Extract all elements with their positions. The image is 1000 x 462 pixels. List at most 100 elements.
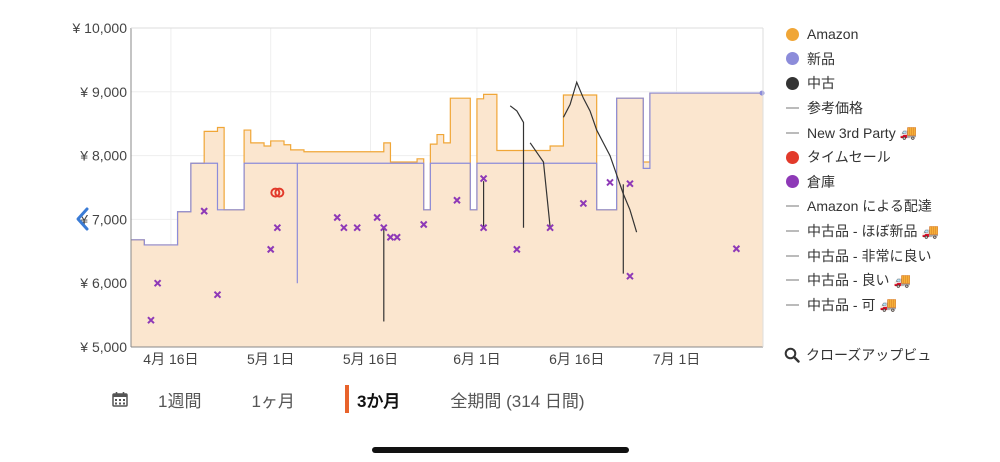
legend-dot-icon [786, 150, 799, 164]
chart-axes [130, 27, 764, 348]
y-tick-label: ¥ 6,000 [79, 275, 127, 291]
warehouse-point [546, 223, 554, 232]
legend-item[interactable]: タイムセール [784, 145, 984, 170]
amazon-area-fill [131, 93, 763, 348]
warehouse-point [273, 223, 282, 232]
x-tick-label: 4月 16日 [143, 351, 198, 367]
legend-dash-icon [786, 131, 799, 134]
warehouse-point [340, 223, 348, 232]
warehouse-point [373, 213, 381, 222]
legend-label: 参考価格 [807, 100, 863, 117]
x-tick-label: 5月 1日 [247, 351, 294, 367]
range-option[interactable]: 全期間 (314 日間) [450, 387, 584, 412]
range-option-label: 3か月 [356, 391, 401, 411]
y-tick-label: ¥ 5,000 [79, 339, 127, 355]
y-tick-label: ¥ 7,000 [79, 211, 127, 227]
used-price-line [529, 142, 551, 228]
range-option[interactable]: 3か月 [344, 385, 401, 413]
legend-label: 新品 [807, 50, 835, 67]
legend-dash-icon [786, 279, 799, 282]
legend-label: 中古 [807, 75, 835, 92]
active-range-marker [344, 385, 349, 413]
closeup-view-toggle[interactable]: クローズアップビュ [784, 345, 944, 365]
closeup-view-label: クローズアップビュ [806, 347, 932, 363]
chevron-left-icon [76, 207, 89, 231]
warehouse-point [153, 279, 162, 287]
warehouse-point [479, 223, 488, 232]
legend-item[interactable]: 中古 [784, 71, 984, 96]
amazon-area [131, 93, 763, 348]
legend-label: 中古品 - 良い [807, 272, 890, 289]
warehouse-point [513, 245, 521, 254]
calendar-icon [112, 392, 128, 407]
range-selector: 1週間 1ヶ月 3か月 全期間 (314 日間) [112, 384, 635, 414]
new-price-line [131, 92, 763, 284]
warehouse-point [732, 245, 741, 253]
y-tick-label: ¥ 8,000 [79, 148, 127, 164]
warehouse-point [266, 245, 275, 254]
x-tick-label: 5月 16日 [343, 351, 398, 367]
tick-labels: ¥ 5,000 ¥ 6,000 ¥ 7,000 ¥ 8,000 ¥ 9,000 ¥ 10,… [72, 20, 701, 367]
truck-icon: 🚚 [893, 271, 911, 288]
legend-item[interactable]: 倉庫 [784, 170, 984, 195]
chart-legend: Amazon 新品 中古 参考価格 New 3rd Party 🚚 タイムセール 倉庫 Amaz… [784, 22, 984, 317]
warehouse-point [479, 174, 488, 183]
range-option[interactable]: 1ヶ月 [251, 387, 294, 412]
y-tick-label: ¥ 9,000 [79, 84, 127, 100]
legend-item[interactable]: Amazon [784, 22, 984, 47]
legend-dash-icon [786, 205, 799, 208]
x-tick-label: 6月 16日 [549, 351, 604, 367]
legend-label: Amazon による配達 [807, 198, 932, 215]
truck-icon: 🚚 [899, 124, 918, 141]
used-price-line [509, 105, 525, 228]
used-price-line [562, 80, 638, 233]
magnifier-icon [784, 347, 800, 363]
range-option[interactable]: 1週間 [158, 387, 201, 412]
legend-label: 中古品 - 非常に良い [807, 247, 932, 264]
legend-item[interactable]: 中古品 - 非常に良い [784, 243, 984, 268]
legend-item[interactable]: 参考価格 [784, 96, 984, 121]
legend-label: 中古品 - 可 [807, 296, 876, 313]
warehouse-point [453, 196, 461, 204]
y-tick-label: ¥ 10,000 [72, 20, 128, 36]
legend-label: Amazon [807, 26, 859, 43]
legend-item[interactable]: New 3rd Party 🚚 [784, 120, 984, 145]
warehouse-point [626, 272, 634, 280]
warehouse-point [200, 207, 208, 215]
legend-item[interactable]: 中古品 - 可 🚚 [784, 293, 984, 318]
warehouse-point [386, 233, 395, 241]
amazon-line [131, 92, 763, 246]
warehouse-point [393, 233, 401, 241]
time-sale-point [274, 187, 285, 198]
legend-label: 倉庫 [807, 173, 835, 190]
warehouse-point [147, 316, 155, 324]
legend-dash-icon [786, 107, 799, 110]
truck-icon: 🚚 [921, 222, 939, 239]
legend-item[interactable]: Amazon による配達 [784, 194, 984, 219]
scroll-left-handle[interactable] [76, 207, 89, 231]
range-option-label: 1ヶ月 [251, 391, 295, 411]
warehouse-point [606, 178, 614, 187]
legend-label: New 3rd Party [807, 124, 896, 141]
warehouse-point [213, 290, 222, 299]
legend-dot-icon [786, 27, 799, 41]
time-sale-point [270, 187, 281, 198]
home-indicator [372, 447, 629, 453]
truck-icon: 🚚 [879, 296, 897, 313]
warehouse-point [380, 223, 388, 232]
series-lines [131, 80, 763, 322]
legend-label: タイムセール [807, 149, 891, 166]
legend-item[interactable]: 中古品 - 良い 🚚 [784, 268, 984, 293]
new-price-end-point [759, 90, 765, 96]
legend-item[interactable]: 新品 [784, 47, 984, 72]
x-tick-label: 6月 1日 [453, 351, 500, 367]
legend-item[interactable]: 中古品 - ほぼ新品 🚚 [784, 219, 984, 244]
warehouse-point [579, 199, 588, 208]
warehouse-point [626, 179, 634, 188]
warehouse-point [420, 220, 428, 229]
legend-dash-icon [786, 230, 799, 233]
legend-dash-icon [786, 254, 799, 257]
legend-dash-icon [786, 303, 799, 306]
warehouse-point [353, 223, 361, 232]
